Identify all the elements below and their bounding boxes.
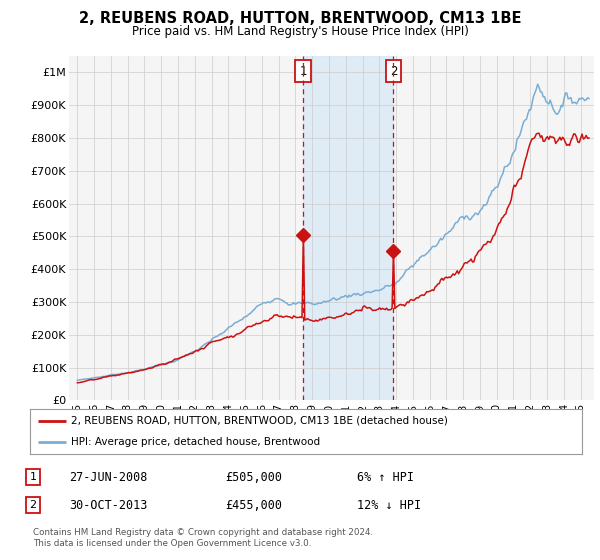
- Text: £505,000: £505,000: [225, 470, 282, 484]
- Text: 2: 2: [390, 64, 397, 78]
- Text: 1: 1: [299, 64, 307, 78]
- Bar: [304, 56, 394, 400]
- Text: Contains HM Land Registry data © Crown copyright and database right 2024.
This d: Contains HM Land Registry data © Crown c…: [33, 528, 373, 548]
- Text: 2: 2: [29, 500, 37, 510]
- Text: 1: 1: [29, 472, 37, 482]
- Text: 12% ↓ HPI: 12% ↓ HPI: [357, 498, 421, 512]
- Text: 2, REUBENS ROAD, HUTTON, BRENTWOOD, CM13 1BE: 2, REUBENS ROAD, HUTTON, BRENTWOOD, CM13…: [79, 11, 521, 26]
- Text: 2, REUBENS ROAD, HUTTON, BRENTWOOD, CM13 1BE (detached house): 2, REUBENS ROAD, HUTTON, BRENTWOOD, CM13…: [71, 416, 448, 426]
- Text: 30-OCT-2013: 30-OCT-2013: [69, 498, 148, 512]
- Text: HPI: Average price, detached house, Brentwood: HPI: Average price, detached house, Bren…: [71, 436, 320, 446]
- Text: £455,000: £455,000: [225, 498, 282, 512]
- Text: 6% ↑ HPI: 6% ↑ HPI: [357, 470, 414, 484]
- Text: Price paid vs. HM Land Registry's House Price Index (HPI): Price paid vs. HM Land Registry's House …: [131, 25, 469, 38]
- Text: 27-JUN-2008: 27-JUN-2008: [69, 470, 148, 484]
